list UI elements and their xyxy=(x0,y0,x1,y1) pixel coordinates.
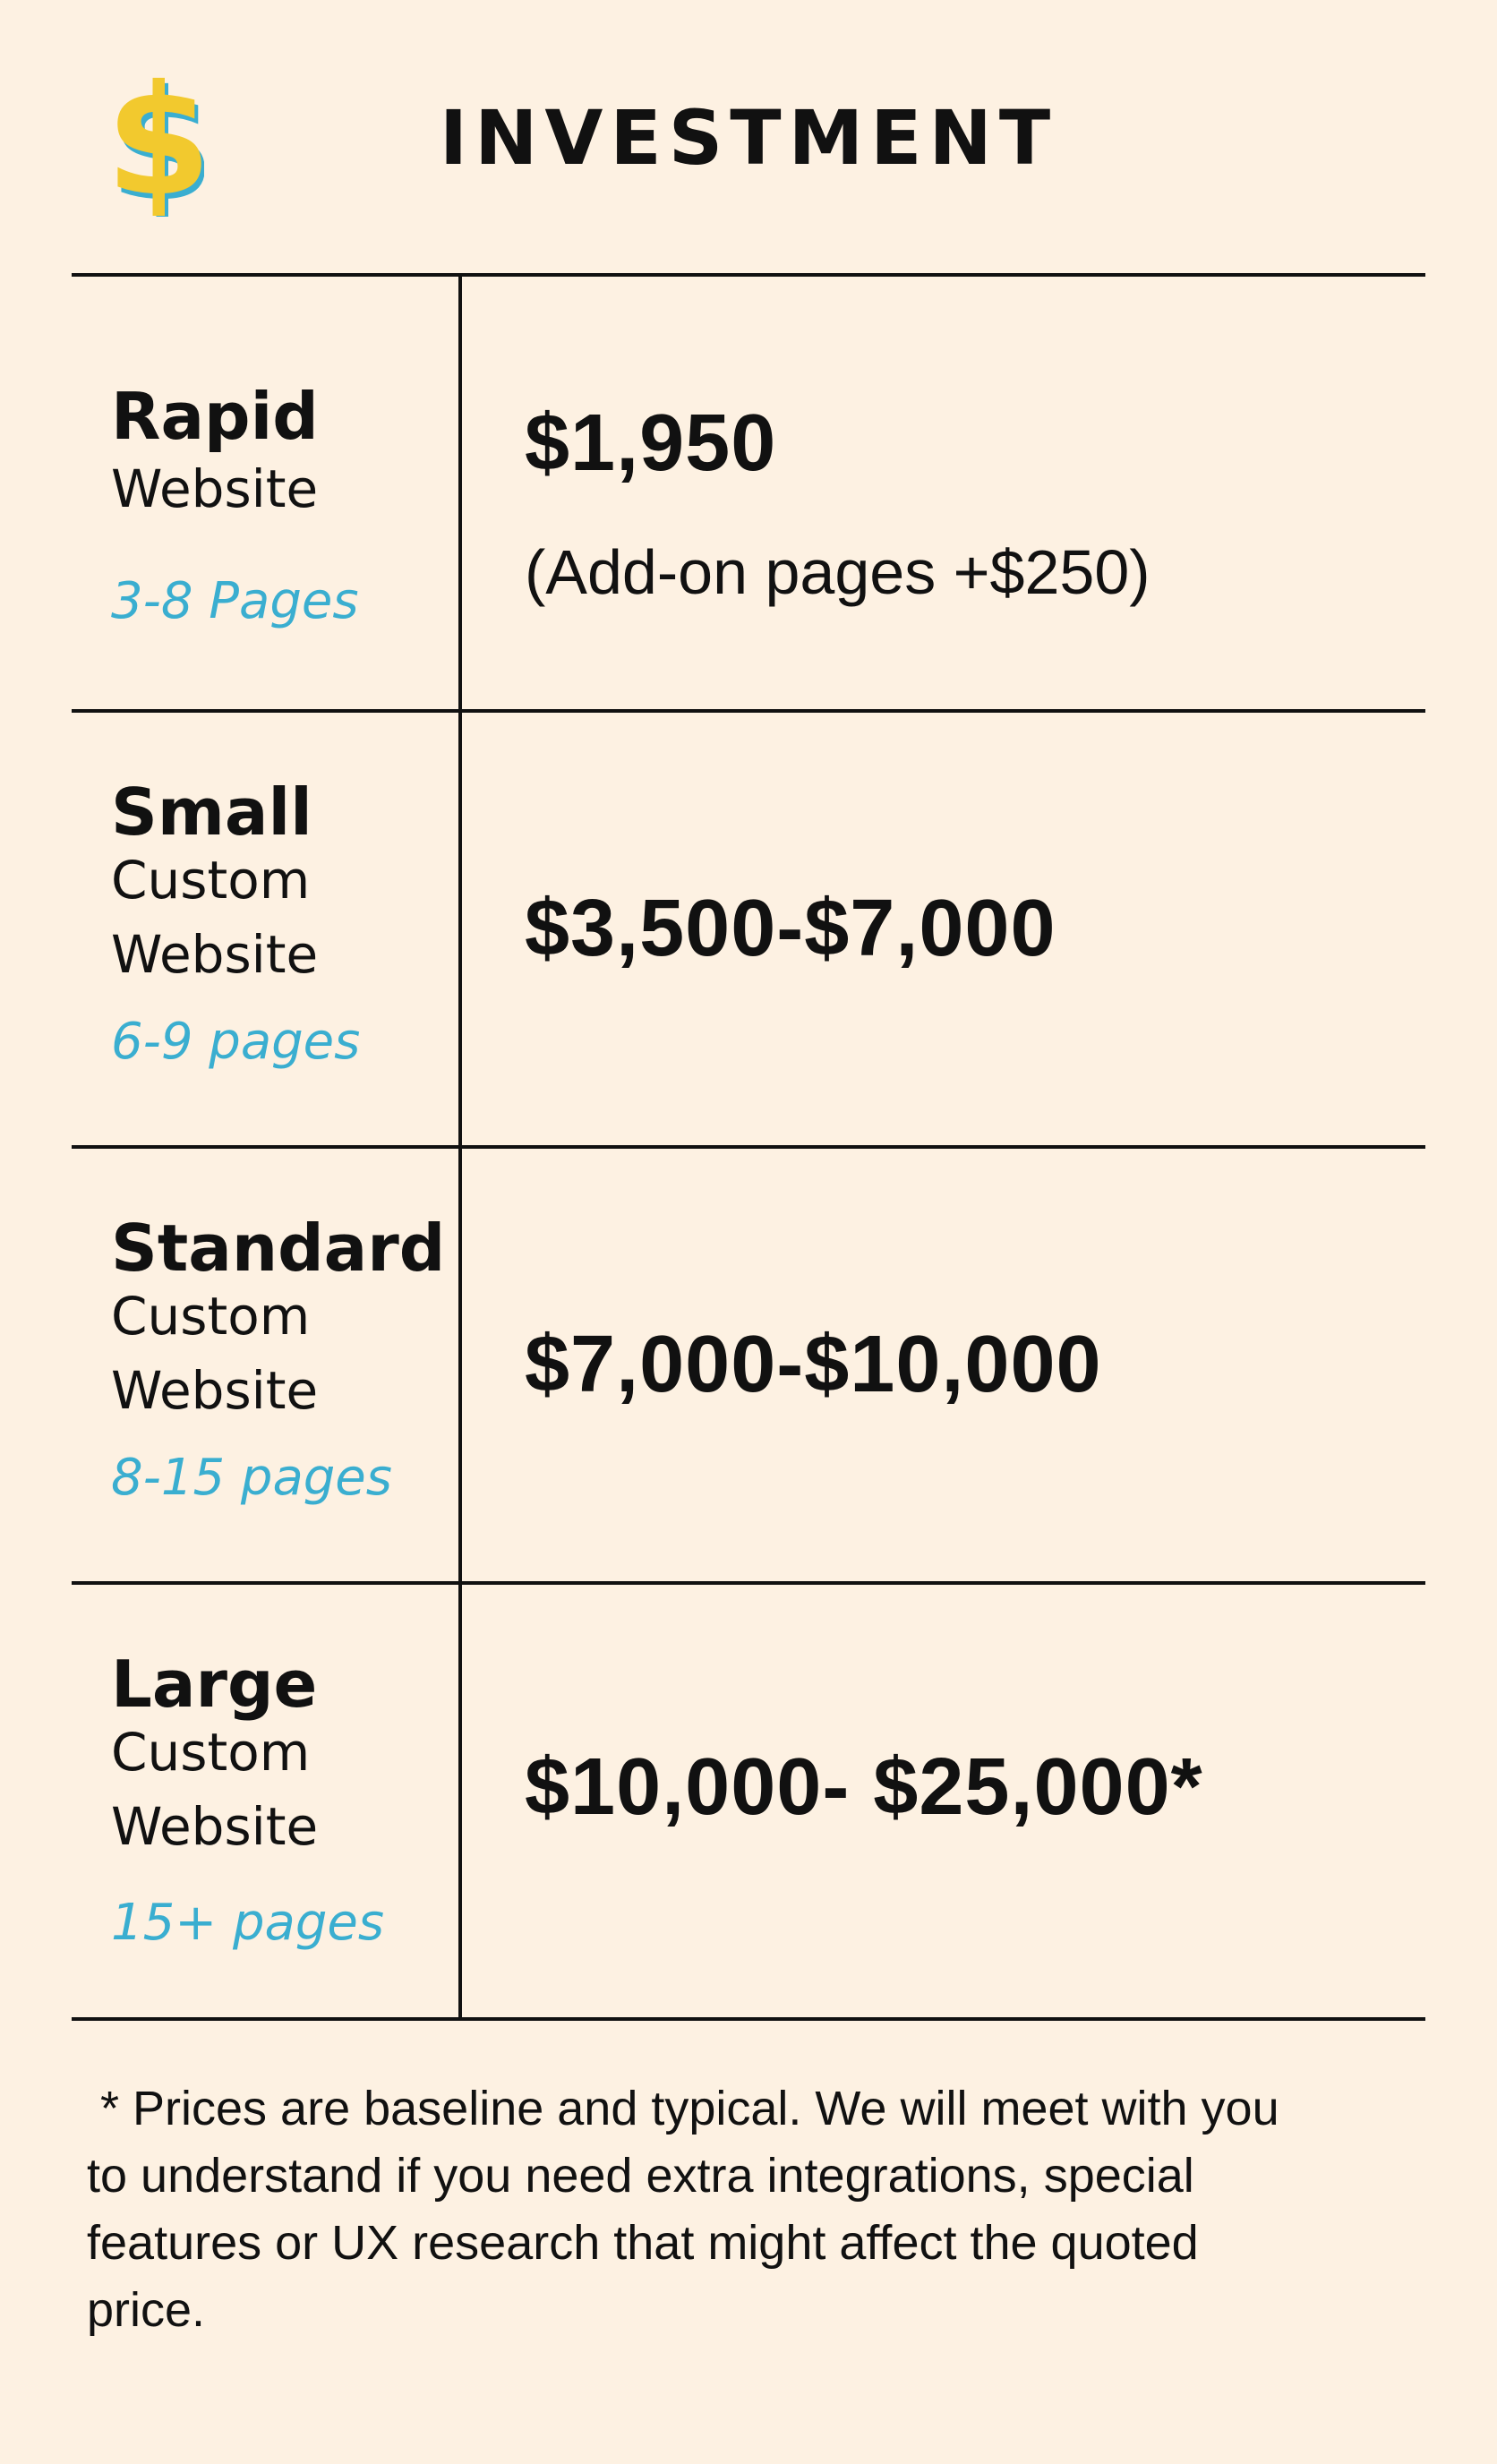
table-row: Rapid Website 3-8 Pages $1,950 (Add-on p… xyxy=(72,277,1425,713)
tier-price: $7,000-$10,000 xyxy=(525,1320,1102,1409)
price-cell: $1,950 (Add-on pages +$250) xyxy=(462,277,1425,709)
dollar-sign-icon: $ $ xyxy=(106,64,204,217)
svg-text:$: $ xyxy=(109,64,204,217)
tier-type: Custom xyxy=(111,1722,311,1783)
tier-price: $1,950 xyxy=(525,398,777,488)
tier-type: Website xyxy=(111,924,319,985)
footnote-line: features or UX research that might affec… xyxy=(87,2216,1199,2270)
table-row: Large Custom Website 15+ pages $10,000- … xyxy=(72,1585,1425,2021)
tier-pages: 15+ pages xyxy=(111,1894,385,1952)
table-row: Standard Custom Website 8-15 pages $7,00… xyxy=(72,1149,1425,1585)
tier-pages: 6-9 pages xyxy=(111,1013,361,1071)
svg-text:$: $ xyxy=(106,64,204,217)
tier-cell: Large Custom Website 15+ pages xyxy=(72,1585,462,2017)
tier-type: Custom xyxy=(111,850,311,911)
tier-type: Website xyxy=(111,1360,319,1421)
tier-type: Website xyxy=(111,458,319,519)
tier-name: Rapid xyxy=(111,379,319,454)
tier-cell: Rapid Website 3-8 Pages xyxy=(72,277,462,709)
tier-type: Custom xyxy=(111,1286,311,1347)
tier-price: $10,000- $25,000* xyxy=(525,1742,1203,1832)
footnote: * Prices are baseline and typical. We wi… xyxy=(87,2075,1394,2344)
table-row: Small Custom Website 6-9 pages $3,500-$7… xyxy=(72,713,1425,1149)
tier-price: $3,500-$7,000 xyxy=(525,884,1056,973)
tier-pages: 8-15 pages xyxy=(111,1449,392,1507)
tier-type: Website xyxy=(111,1796,319,1857)
page-title: INVESTMENT xyxy=(439,94,1058,182)
tier-cell: Standard Custom Website 8-15 pages xyxy=(72,1149,462,1581)
footnote-line: price. xyxy=(87,2283,206,2337)
tier-name: Small xyxy=(111,774,312,850)
footnote-line: * Prices are baseline and typical. We wi… xyxy=(87,2082,1279,2135)
price-cell: $3,500-$7,000 xyxy=(462,713,1425,1145)
price-cell: $10,000- $25,000* xyxy=(462,1585,1425,2017)
footnote-line: to understand if you need extra integrat… xyxy=(87,2149,1194,2203)
tier-pages: 3-8 Pages xyxy=(111,572,359,630)
header: $ $ INVESTMENT xyxy=(0,0,1497,269)
tier-name: Standard xyxy=(111,1211,446,1286)
tier-name: Large xyxy=(111,1647,318,1722)
tier-cell: Small Custom Website 6-9 pages xyxy=(72,713,462,1145)
price-cell: $7,000-$10,000 xyxy=(462,1149,1425,1581)
pricing-table: Rapid Website 3-8 Pages $1,950 (Add-on p… xyxy=(72,273,1425,2021)
addon-note: (Add-on pages +$250) xyxy=(525,537,1151,607)
